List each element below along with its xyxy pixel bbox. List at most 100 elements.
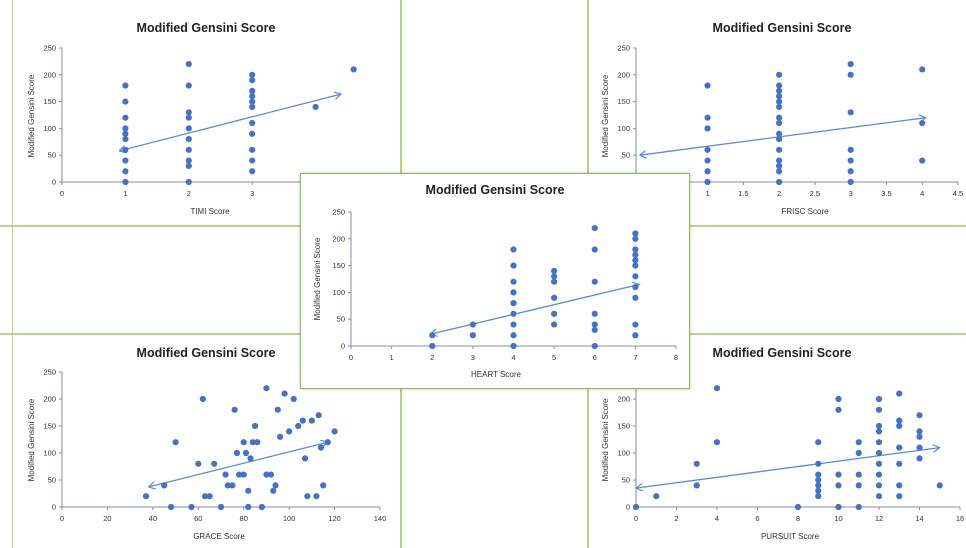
data-point xyxy=(776,178,783,186)
y-tick-label: 150 xyxy=(617,422,630,431)
data-point xyxy=(632,230,639,237)
data-point xyxy=(510,278,517,285)
data-point xyxy=(896,444,903,451)
x-tick-label: 1.5 xyxy=(738,189,748,198)
data-point xyxy=(350,66,357,73)
x-tick-label: 12 xyxy=(875,514,883,523)
data-point xyxy=(875,482,883,489)
x-tick-label: 0 xyxy=(60,189,64,198)
data-point xyxy=(591,310,598,317)
data-point xyxy=(713,385,721,392)
data-point xyxy=(693,460,700,467)
data-point xyxy=(313,493,320,500)
data-point xyxy=(591,224,598,232)
data-point xyxy=(172,439,179,446)
data-point xyxy=(185,109,192,116)
data-point xyxy=(815,460,822,467)
trend-arrow xyxy=(640,118,926,156)
data-point xyxy=(206,493,213,500)
data-point xyxy=(919,66,926,73)
data-point xyxy=(704,114,711,121)
x-tick-label: 6 xyxy=(593,353,597,362)
data-point xyxy=(896,390,903,397)
data-point xyxy=(122,125,129,132)
data-point xyxy=(286,428,293,435)
data-point xyxy=(299,417,306,424)
data-point xyxy=(324,439,331,446)
data-point xyxy=(916,412,923,419)
data-point xyxy=(916,428,923,435)
x-tick-label: 1 xyxy=(390,353,394,362)
x-tick-label: 140 xyxy=(374,514,387,523)
data-point xyxy=(510,342,517,350)
y-axis-label: Modified Gensini Score xyxy=(601,398,610,481)
data-point xyxy=(276,433,284,440)
x-tick-label: 3 xyxy=(250,189,254,198)
x-tick-label: 40 xyxy=(149,514,157,523)
data-point xyxy=(312,103,319,111)
data-point xyxy=(916,455,923,462)
data-point xyxy=(855,482,862,489)
data-point xyxy=(815,482,822,489)
data-point xyxy=(185,146,192,153)
data-point xyxy=(704,178,711,186)
data-point xyxy=(847,178,854,186)
data-point xyxy=(591,246,598,253)
heart-chart-panel: Modified Gensini Score Modified Gensini … xyxy=(300,173,690,389)
data-point xyxy=(249,168,256,175)
data-point xyxy=(245,487,252,494)
x-tick-label: 2 xyxy=(674,514,678,523)
data-point xyxy=(713,439,721,446)
data-point xyxy=(632,283,639,291)
data-point xyxy=(199,395,206,403)
data-point xyxy=(240,471,247,478)
data-point xyxy=(794,503,802,511)
data-point xyxy=(815,439,822,446)
x-tick-label: 2.5 xyxy=(810,189,820,198)
data-point xyxy=(308,417,315,424)
data-point xyxy=(551,267,558,275)
data-point xyxy=(591,326,598,334)
grid-line-left xyxy=(12,0,13,548)
data-point xyxy=(896,460,903,467)
data-point xyxy=(704,82,711,89)
data-point xyxy=(510,332,517,339)
data-point xyxy=(258,503,265,511)
data-point xyxy=(919,157,926,164)
y-tick-label: 150 xyxy=(43,97,56,106)
data-point xyxy=(510,321,517,328)
y-tick-label: 100 xyxy=(617,449,630,458)
data-point xyxy=(704,157,711,164)
data-point xyxy=(185,125,192,132)
data-point xyxy=(510,262,517,269)
frisc-chart-panel: Modified Gensini Score Modified Gensini … xyxy=(590,8,966,218)
data-point xyxy=(510,300,517,307)
x-axis-label: PURSUIT Score xyxy=(761,532,820,541)
y-tick-label: 200 xyxy=(43,70,56,79)
x-tick-label: 4 xyxy=(920,189,924,198)
data-point xyxy=(591,278,598,285)
x-tick-label: 16 xyxy=(956,514,964,523)
data-point xyxy=(301,455,309,462)
data-point xyxy=(776,71,783,78)
x-tick-label: 60 xyxy=(194,514,202,523)
data-point xyxy=(632,321,639,328)
x-tick-label: 0 xyxy=(634,514,638,523)
data-point xyxy=(249,119,256,127)
data-point xyxy=(776,98,783,105)
data-point xyxy=(704,125,711,132)
data-point xyxy=(896,493,903,500)
data-point xyxy=(815,493,822,500)
data-point xyxy=(185,157,192,164)
x-tick-label: 4 xyxy=(715,514,719,523)
x-axis-label: TIMI Score xyxy=(190,207,230,216)
data-point xyxy=(815,471,822,478)
data-point xyxy=(510,246,517,253)
y-tick-label: 50 xyxy=(622,476,630,485)
data-point xyxy=(875,493,883,500)
data-point xyxy=(142,493,150,500)
data-point xyxy=(122,146,129,153)
data-point xyxy=(896,417,903,424)
data-point xyxy=(270,487,277,494)
data-point xyxy=(847,146,854,153)
